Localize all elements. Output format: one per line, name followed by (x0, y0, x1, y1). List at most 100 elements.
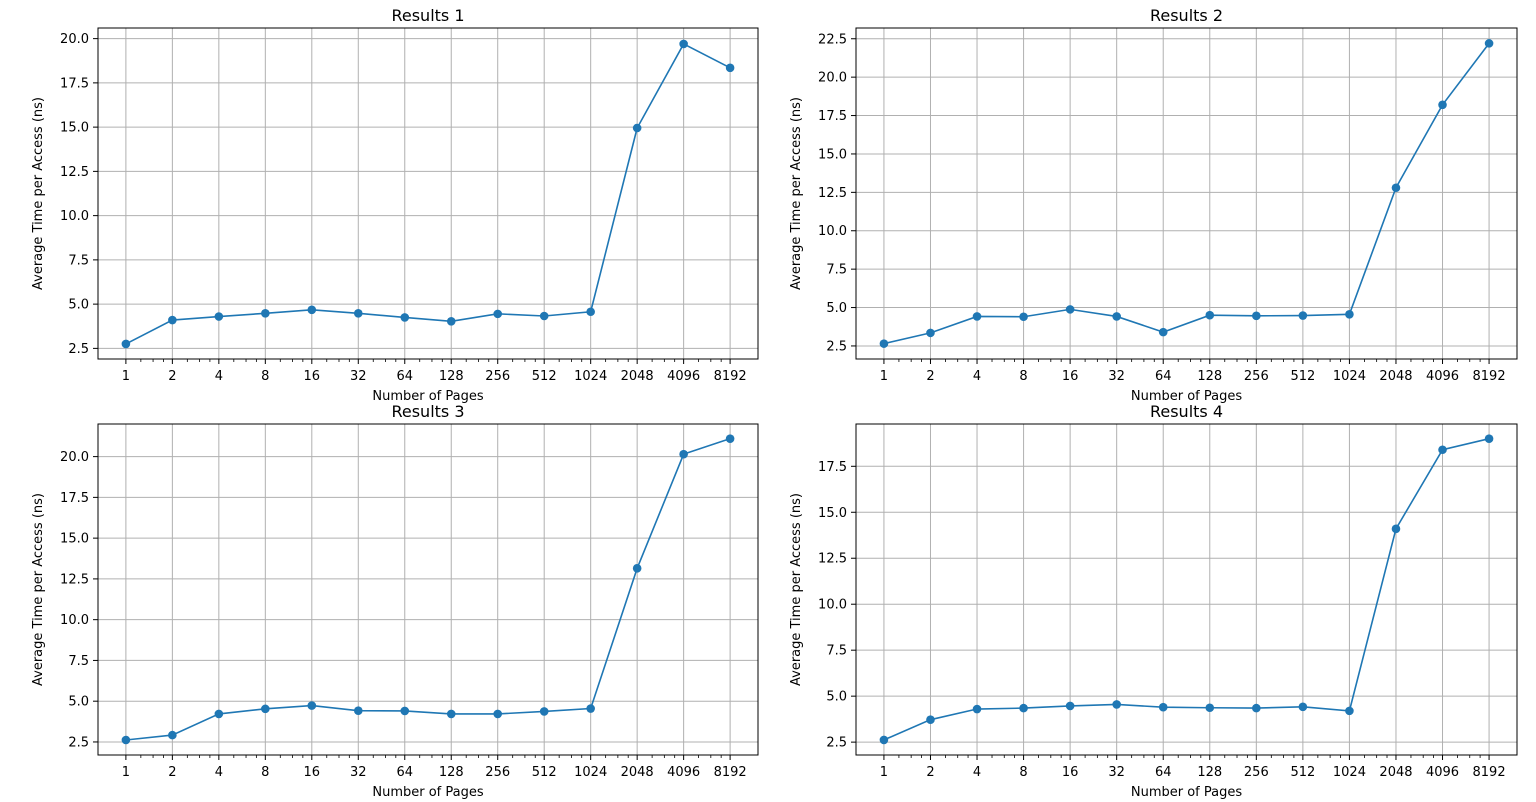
data-point (725, 63, 735, 73)
x-tick-label: 2 (926, 369, 934, 384)
data-point (539, 707, 549, 716)
data-point (353, 706, 363, 715)
x-tick-label: 16 (1062, 765, 1079, 780)
chart-4: 1 2 4 8 16 32 64 128 256 512 1024 2048 4096 8192 2.5 5.… (789, 402, 1518, 800)
x-tick-label: 8192 (1473, 765, 1506, 780)
y-tick-label: 12.5 (818, 552, 847, 567)
data-point (1298, 311, 1308, 320)
x-tick-label: 512 (1290, 765, 1315, 780)
y-axis-label: Average Time per Access (ns) (789, 97, 804, 290)
y-tick-label: 15.0 (818, 147, 847, 162)
x-tick-label: 64 (1155, 369, 1172, 384)
data-point (493, 709, 503, 719)
data-point (1065, 701, 1075, 711)
x-tick-label: 256 (485, 369, 510, 384)
data-point (1205, 703, 1215, 713)
chart-title: Results 2 (1150, 6, 1223, 25)
x-tick-label: 4 (973, 369, 981, 384)
y-tick-label: 12.5 (818, 186, 847, 201)
x-tick-label: 64 (396, 369, 413, 384)
y-tick-label: 2.5 (68, 735, 89, 750)
data-point (1065, 305, 1075, 314)
data-point (586, 307, 595, 317)
data-point (400, 313, 410, 322)
data-point (1484, 434, 1494, 444)
x-tick-label: 32 (350, 765, 367, 780)
x-tick-label: 512 (532, 369, 557, 384)
chart-title: Results 1 (391, 6, 464, 25)
x-tick-label: 128 (1197, 765, 1222, 780)
x-tick-label: 2048 (621, 369, 654, 384)
x-tick-label: 1024 (1333, 369, 1366, 384)
data-point (1112, 312, 1121, 321)
x-axis-label: Number of Pages (372, 389, 483, 404)
x-tick-label: 2048 (621, 765, 654, 780)
data-point (1252, 311, 1261, 321)
data-point (121, 339, 131, 349)
data-point (493, 309, 503, 319)
data-point (679, 449, 688, 459)
y-axis-label: Average Time per Access (ns) (789, 493, 804, 686)
data-point (1438, 445, 1447, 455)
x-axis-label: Number of Pages (1131, 785, 1242, 800)
plot-frame (855, 27, 1518, 360)
chart-title: Results 3 (391, 402, 464, 421)
data-point (1298, 702, 1308, 712)
data-point (1112, 700, 1121, 709)
x-tick-label: 2 (168, 369, 176, 384)
data-point (926, 328, 935, 338)
x-tick-label: 1024 (574, 369, 607, 384)
x-tick-label: 1 (122, 765, 130, 780)
x-tick-label: 8 (261, 765, 269, 780)
x-tick-label: 32 (1108, 765, 1125, 780)
series-line (125, 42, 731, 345)
x-tick-label: 64 (1155, 765, 1172, 780)
data-point (632, 123, 642, 133)
data-point (400, 706, 410, 716)
y-axis-label: Average Time per Access (ns) (31, 493, 46, 686)
data-point (261, 704, 270, 714)
y-tick-label: 7.5 (68, 654, 89, 669)
data-point (1391, 524, 1401, 534)
y-tick-label: 5.0 (68, 298, 89, 313)
y-tick-label: 2.5 (826, 339, 847, 354)
data-point (214, 709, 224, 719)
data-point (121, 735, 131, 745)
data-point (679, 39, 688, 49)
series-line (883, 437, 1490, 741)
y-tick-label: 10.0 (60, 209, 89, 224)
y-tick-label: 15.0 (60, 121, 89, 136)
data-point (586, 704, 595, 713)
y-tick-label: 22.5 (818, 32, 847, 47)
x-tick-label: 4 (215, 765, 223, 780)
y-tick-label: 7.5 (826, 644, 847, 659)
y-tick-label: 5.0 (68, 695, 89, 710)
x-tick-label: 4096 (1426, 765, 1459, 780)
x-tick-label: 1024 (1333, 765, 1366, 780)
y-tick-label: 12.5 (60, 572, 89, 587)
y-tick-label: 17.5 (60, 76, 89, 91)
x-tick-label: 64 (396, 765, 413, 780)
x-tick-label: 8192 (714, 369, 747, 384)
data-point (307, 305, 317, 315)
plot-frame (855, 423, 1518, 756)
data-point (1391, 183, 1401, 193)
data-point (446, 709, 456, 719)
data-point (725, 434, 735, 443)
y-tick-label: 5.0 (826, 301, 847, 316)
plot-frame (97, 423, 759, 756)
x-tick-label: 2 (926, 765, 934, 780)
data-point (1019, 312, 1028, 322)
x-tick-label: 512 (532, 765, 557, 780)
y-tick-label: 2.5 (68, 342, 89, 357)
series-line (125, 437, 731, 741)
data-point (1484, 39, 1494, 48)
x-tick-label: 256 (1244, 765, 1269, 780)
x-axis-label: Number of Pages (372, 785, 483, 800)
data-point (446, 316, 456, 326)
y-tick-label: 17.5 (60, 491, 89, 506)
data-point (1438, 100, 1447, 110)
x-tick-label: 1 (880, 369, 888, 384)
x-axis-label: Number of Pages (1131, 389, 1242, 404)
